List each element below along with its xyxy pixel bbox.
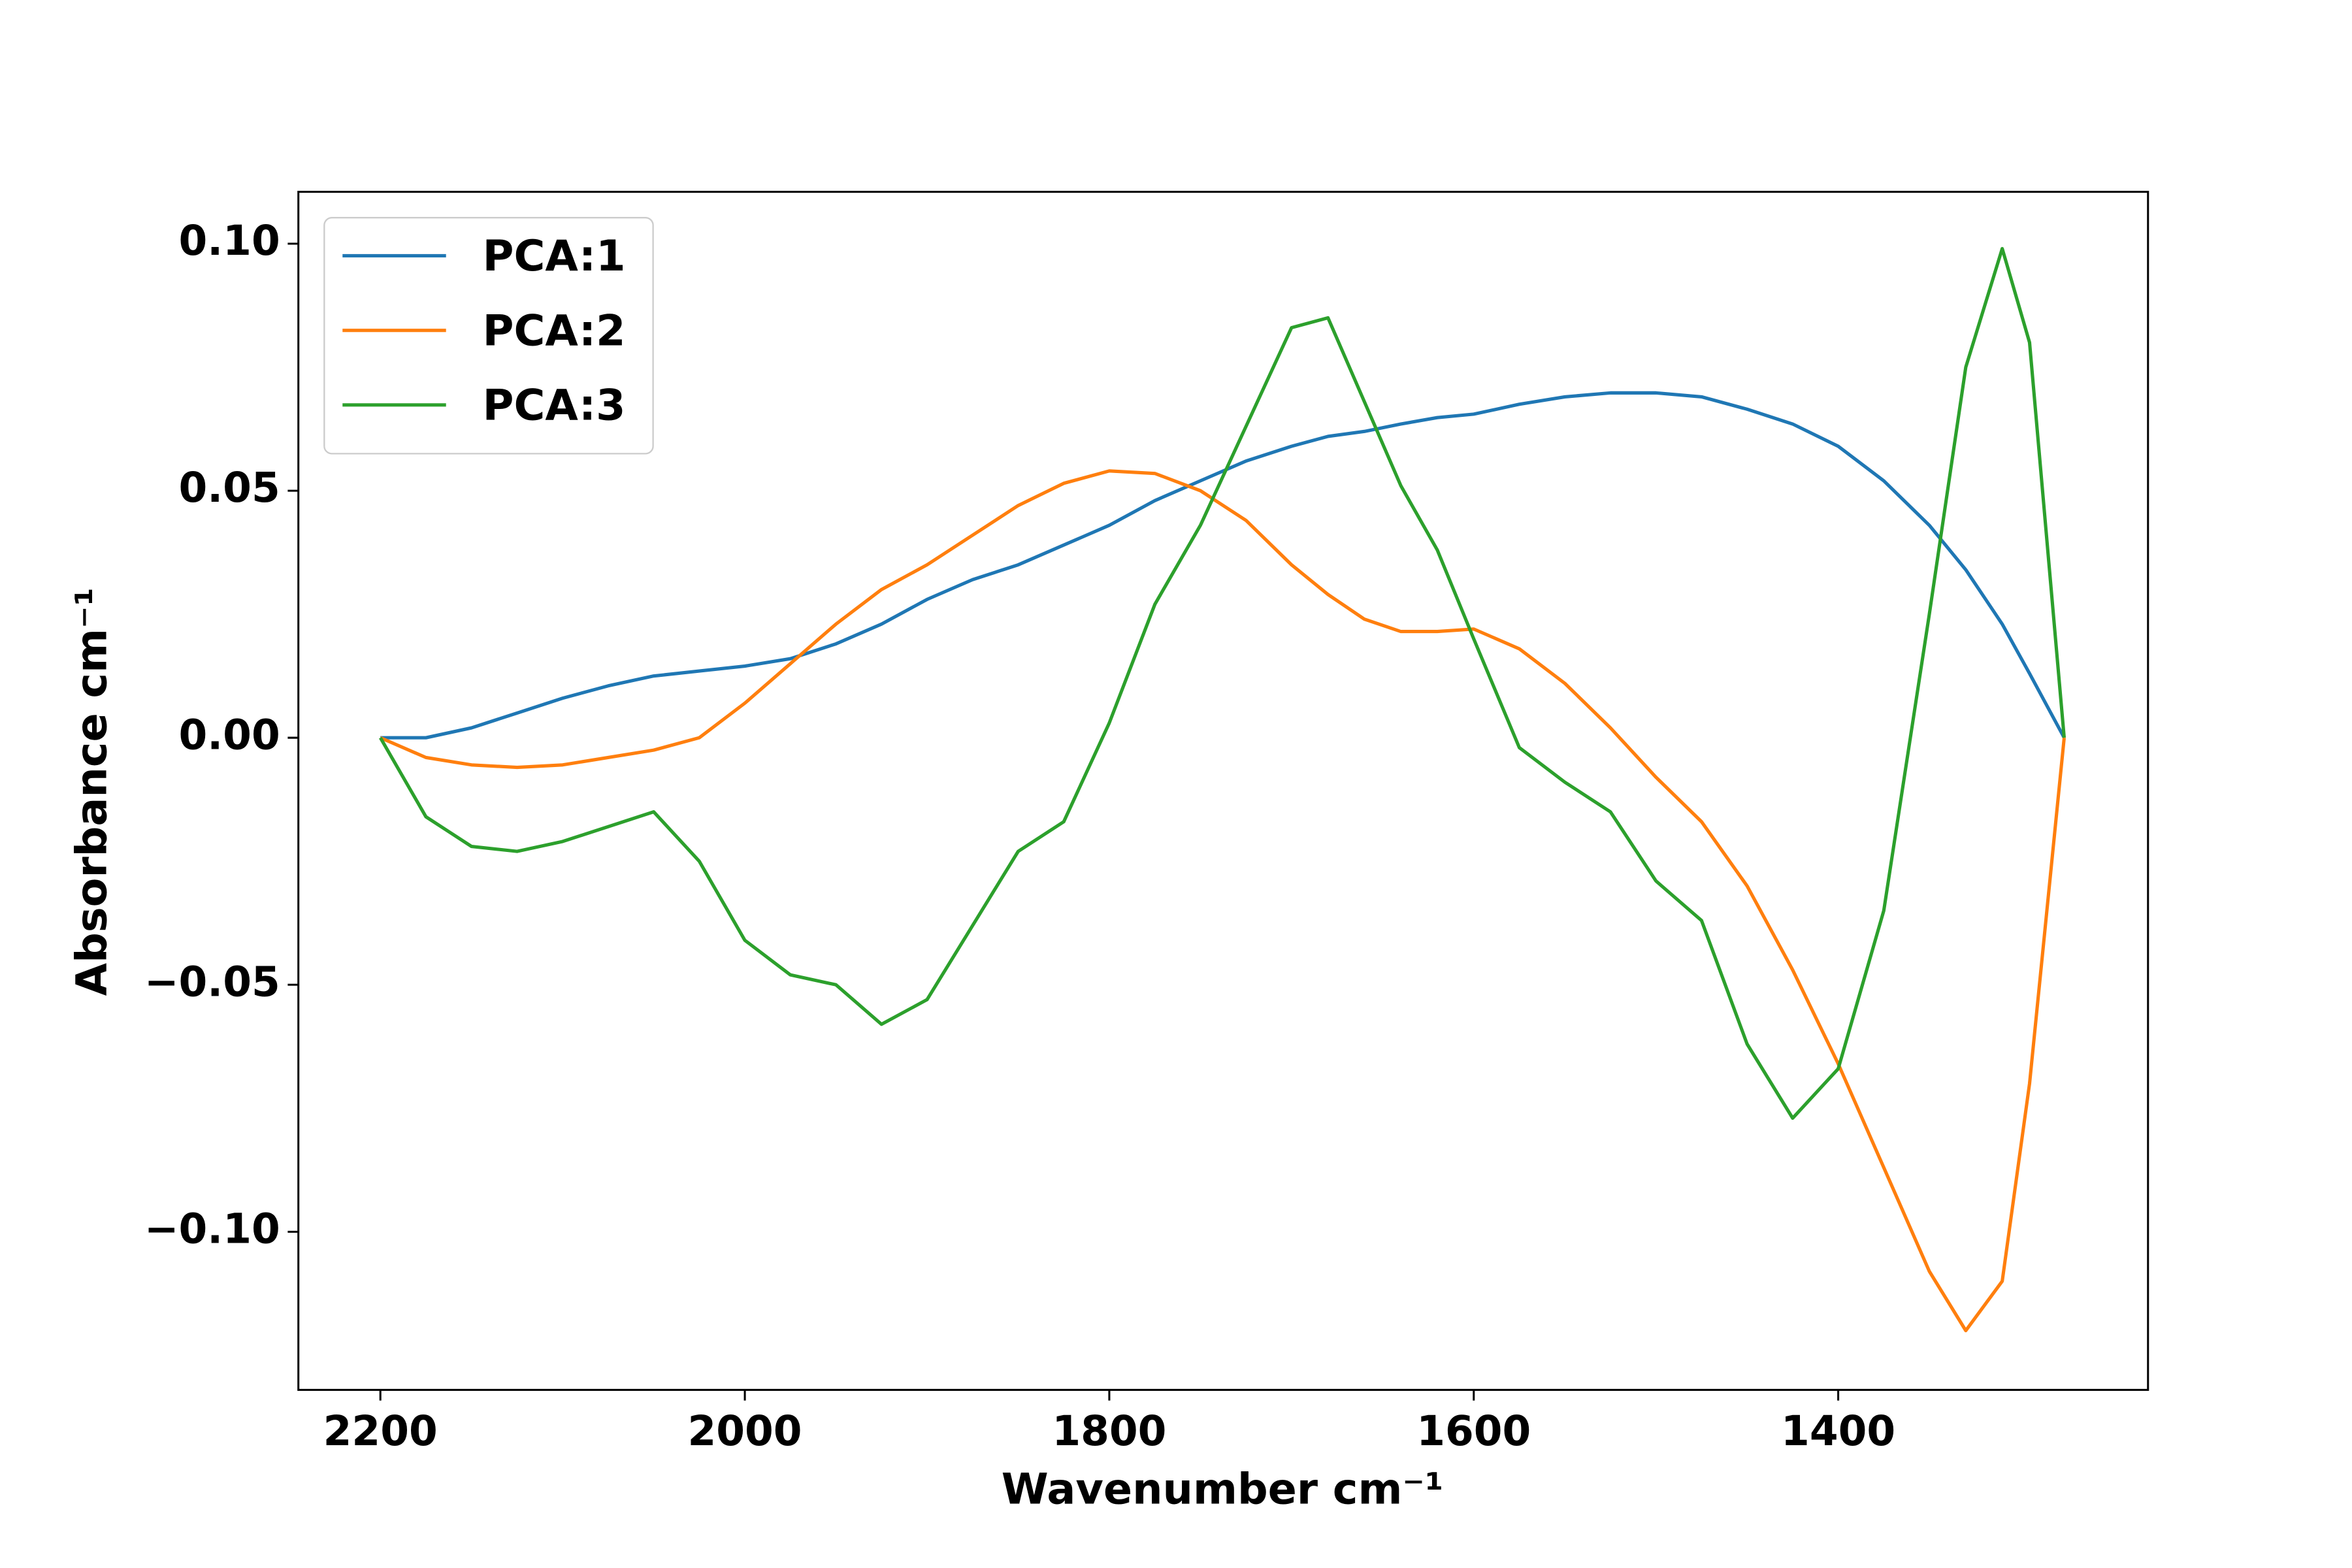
- x-tick-label: 1800: [1052, 1407, 1166, 1455]
- x-tick-label: 1400: [1781, 1407, 1895, 1455]
- y-axis-label: Absorbance cm⁻¹: [67, 587, 117, 996]
- y-tick-label: 0.10: [179, 217, 280, 265]
- x-tick-label: 1600: [1416, 1407, 1531, 1455]
- x-tick-label: 2200: [323, 1407, 438, 1455]
- y-tick-label: −0.05: [144, 958, 280, 1005]
- y-tick-label: 0.00: [179, 711, 280, 759]
- plot-frame: [297, 191, 2149, 1391]
- legend-label: PCA:3: [483, 381, 626, 431]
- data-line: [380, 469, 2066, 1333]
- y-tick-label: −0.10: [144, 1205, 280, 1252]
- data-line: [380, 391, 2066, 740]
- x-axis-label: Wavenumber cm⁻¹: [1002, 1465, 1444, 1514]
- legend-label: PCA:2: [483, 306, 626, 355]
- y-tick-label: 0.05: [179, 464, 280, 512]
- legend-label: PCA:1: [483, 231, 626, 281]
- data-line: [379, 246, 2066, 1120]
- x-tick-label: 2000: [688, 1407, 802, 1455]
- legend-box: [323, 217, 654, 455]
